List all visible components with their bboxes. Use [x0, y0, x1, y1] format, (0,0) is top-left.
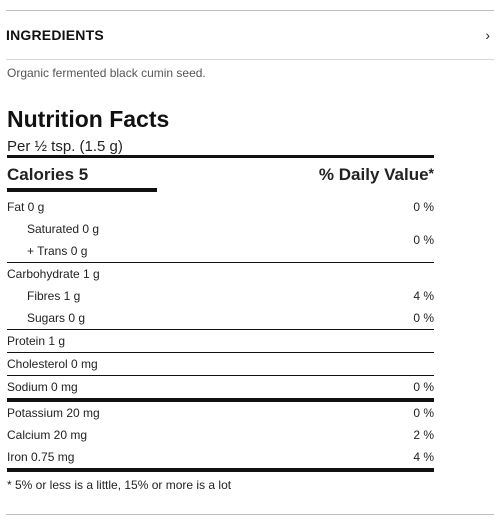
fat-pct: 0 %: [413, 200, 434, 214]
minerals-group: Potassium 20 mg 0 % Calcium 20 mg 2 % Ir…: [7, 402, 434, 468]
table-row-cholesterol: Cholesterol 0 mg: [7, 353, 434, 375]
table-row-saturated: Saturated 0 g: [7, 218, 99, 240]
ingredients-divider: [6, 59, 494, 60]
calcium-pct: 2 %: [413, 428, 434, 442]
table-row-fibres: Fibres 1 g 4 %: [7, 285, 434, 307]
table-row-potassium: Potassium 20 mg 0 %: [7, 402, 434, 424]
table-row-protein: Protein 1 g: [7, 330, 434, 352]
ingredients-text: Organic fermented black cumin seed.: [7, 66, 206, 80]
footer-thick-rule: [7, 468, 434, 472]
sodium-group: Sodium 0 mg 0 %: [7, 376, 434, 402]
carbohydrate-label: Carbohydrate 1 g: [7, 267, 100, 281]
protein-group: Protein 1 g: [7, 330, 434, 353]
serving-rule: [7, 155, 434, 158]
sugars-pct: 0 %: [413, 311, 434, 325]
table-row-carbohydrate: Carbohydrate 1 g: [7, 263, 434, 285]
saturated-label: Saturated 0 g: [27, 222, 100, 236]
iron-label: Iron 0.75 mg: [7, 450, 75, 464]
calcium-label: Calcium 20 mg: [7, 428, 88, 442]
nutrition-facts-panel: Nutrition Facts Per ½ tsp. (1.5 g) Calor…: [7, 106, 434, 492]
potassium-pct: 0 %: [413, 406, 434, 420]
serving-size: Per ½ tsp. (1.5 g): [7, 138, 123, 155]
potassium-label: Potassium 20 mg: [7, 406, 100, 420]
daily-value-header: % Daily Value*: [319, 164, 434, 186]
table-row-sodium: Sodium 0 mg 0 %: [7, 376, 434, 398]
daily-value-asterisk: *: [428, 165, 434, 181]
calories-row: Calories 5 % Daily Value*: [7, 158, 434, 186]
sat-trans-pct: 0 %: [413, 233, 434, 247]
carbohydrate-group: Carbohydrate 1 g Fibres 1 g 4 % Sugars 0…: [7, 263, 434, 330]
chevron-right-icon[interactable]: ›: [485, 27, 490, 43]
nutrition-facts-title: Nutrition Facts: [7, 106, 170, 132]
cholesterol-group: Cholesterol 0 mg: [7, 353, 434, 376]
top-divider: [6, 10, 494, 11]
sugars-label: Sugars 0 g: [27, 311, 86, 325]
protein-label: Protein 1 g: [7, 334, 66, 348]
iron-pct: 4 %: [413, 450, 434, 464]
nutrient-table: Fat 0 g 0 % Saturated 0 g + Trans 0 g 0 …: [7, 196, 434, 472]
cholesterol-label: Cholesterol 0 mg: [7, 357, 98, 371]
table-row-fat: Fat 0 g 0 %: [7, 196, 434, 218]
table-row-calcium: Calcium 20 mg 2 %: [7, 424, 434, 446]
daily-value-text: % Daily Value: [318, 165, 429, 184]
fibres-pct: 4 %: [413, 289, 434, 303]
calories-underline: [7, 188, 157, 192]
daily-value-footnote: * 5% or less is a little, 15% or more is…: [7, 478, 232, 492]
ingredients-title: INGREDIENTS: [6, 27, 104, 43]
sodium-pct: 0 %: [413, 380, 434, 394]
trans-label: + Trans 0 g: [27, 244, 88, 258]
fat-sub-labels: Saturated 0 g + Trans 0 g: [7, 218, 99, 262]
table-row-iron: Iron 0.75 mg 4 %: [7, 446, 434, 468]
calories-label: Calories 5: [7, 165, 89, 184]
fibres-label: Fibres 1 g: [27, 289, 81, 303]
sodium-label: Sodium 0 mg: [7, 380, 78, 394]
fat-label: Fat 0 g: [7, 200, 45, 214]
table-row-sugars: Sugars 0 g 0 %: [7, 307, 434, 329]
fat-group: Fat 0 g 0 % Saturated 0 g + Trans 0 g 0 …: [7, 196, 434, 263]
table-row-trans: + Trans 0 g: [7, 240, 99, 262]
bottom-divider: [6, 514, 494, 515]
fat-subgroup: Saturated 0 g + Trans 0 g 0 %: [7, 218, 434, 262]
ingredients-toggle[interactable]: INGREDIENTS ›: [6, 24, 494, 46]
